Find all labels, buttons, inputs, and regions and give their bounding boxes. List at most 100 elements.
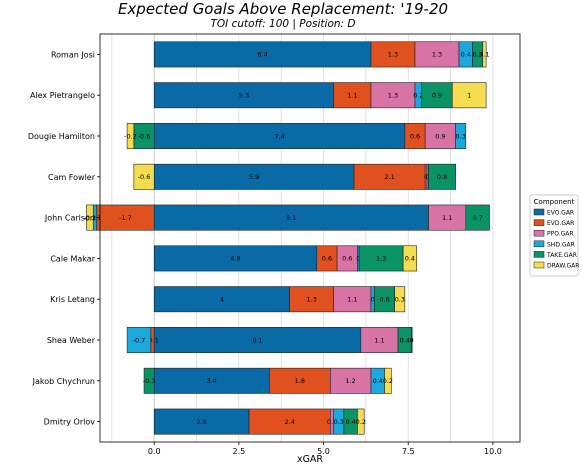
data-label: 5.9: [249, 173, 259, 181]
bar-segment: [86, 204, 94, 231]
bar-segment: [394, 286, 406, 313]
data-label: 2.1: [384, 173, 394, 181]
data-label: 0.3: [395, 296, 405, 304]
data-label: 0: [424, 173, 428, 181]
legend-swatch: [533, 219, 545, 226]
bar-segment: [358, 245, 404, 272]
bar-segment: [482, 41, 487, 68]
data-label: 1.1: [374, 336, 384, 344]
data-label: 0.3: [456, 132, 466, 140]
y-axis: Roman Josi Alex Pietrangelo Dougie Hamilto…: [28, 50, 100, 427]
bar-segment: [248, 408, 331, 435]
y-tick-label: Jakob Chychrun: [32, 377, 95, 386]
data-label: 6.1: [252, 336, 262, 344]
plot-frame: [99, 33, 521, 443]
data-label: 1.3: [388, 92, 398, 100]
data-label: 0: [410, 336, 414, 344]
x-axis-label: xGAR: [297, 454, 323, 464]
data-label: 0.7: [472, 214, 482, 222]
data-label: -0.1: [146, 336, 159, 344]
data-label: 0.2: [413, 92, 423, 100]
data-label: 0.1: [327, 418, 337, 426]
data-label: 2.4: [285, 418, 295, 426]
data-label: 1.1: [347, 296, 357, 304]
x-tick-label: 7.5: [402, 447, 415, 456]
data-label: 0.4: [461, 51, 471, 59]
bar-segment: [384, 367, 392, 394]
bar-segment: [153, 327, 362, 353]
data-label: -0.1: [89, 214, 102, 222]
bar-segment: [424, 123, 456, 149]
y-tick-label: Roman Josi: [51, 50, 95, 59]
data-label: 1.3: [376, 255, 386, 263]
x-axis: 0.0 2.5 5.0 7.5 10.0: [148, 442, 502, 456]
data-label: 0.6: [410, 132, 420, 140]
y-tick-label: Alex Pietrangelo: [30, 91, 95, 100]
y-tick-label: Dmitry Orlov: [44, 418, 96, 427]
data-label: 2.8: [196, 418, 206, 426]
legend-swatch: [533, 240, 545, 248]
legend-swatch: [533, 229, 545, 237]
data-label: 0.1: [479, 51, 489, 59]
legend-swatch: [533, 208, 545, 216]
legend-title: Component: [534, 198, 575, 206]
data-label: 0: [371, 296, 375, 304]
data-label: 0.2: [356, 418, 366, 426]
data-label: 0.4: [405, 255, 415, 263]
legend-swatch: [533, 261, 545, 269]
legend: Component EVO.GAR EVD.GAR PPO.GAR SHD.GAR TAK…: [529, 194, 579, 277]
data-label: 3.4: [207, 377, 217, 385]
x-tick-label: 0.0: [148, 447, 161, 456]
data-label: 0.6: [322, 255, 332, 263]
bar-segment: [143, 367, 155, 394]
data-label: 6.4: [257, 51, 267, 59]
x-tick-label: 5.0: [317, 447, 330, 456]
bar-segment: [153, 204, 429, 231]
data-label: 7.4: [274, 132, 284, 140]
data-label: 8.1: [286, 214, 296, 222]
bar-segment: [153, 163, 355, 190]
bar-segment: [153, 123, 406, 149]
bar-segment: [96, 204, 155, 231]
data-label: 0.2: [383, 377, 393, 385]
bar-segment: [126, 123, 135, 149]
data-label: 1.8: [295, 377, 305, 385]
legend-entry: PPO.GAR: [547, 231, 574, 238]
bar-segment: [333, 286, 372, 313]
data-label: 1.3: [432, 51, 442, 59]
data-label: 0.6: [342, 255, 352, 263]
data-label: 1.3: [307, 296, 317, 304]
bar-segment: [333, 82, 372, 109]
data-label: -1.7: [119, 214, 132, 222]
data-label: 0.4: [373, 377, 383, 385]
x-tick-label: 2.5: [233, 447, 246, 456]
bar-segment: [289, 286, 335, 313]
bar-segment: [421, 82, 453, 109]
data-label: 0.3: [472, 51, 482, 59]
legend-entry: DRAW.GAR: [547, 263, 579, 270]
data-label: 1.1: [347, 92, 357, 100]
data-label: 1: [467, 92, 471, 100]
bar-segment: [465, 204, 490, 231]
legend-entry: SHD.GAR: [547, 241, 575, 248]
legend-entry: TAKE.GAR: [546, 252, 577, 259]
bar-segment: [353, 163, 426, 190]
y-tick-label: Cam Fowler: [48, 173, 96, 182]
data-label: 0: [356, 255, 360, 263]
data-label: 0.6: [379, 296, 389, 304]
data-label: 4.8: [230, 255, 240, 263]
bar-segment: [402, 245, 417, 272]
y-tick-label: John Carlson: [44, 214, 95, 223]
legend-swatch: [533, 251, 545, 258]
bar-segment: [370, 82, 416, 109]
legend-entry: EVO.GAR: [547, 210, 574, 217]
bar-segment: [455, 123, 467, 149]
data-label: 0.8: [437, 173, 447, 181]
chart-subtitle: TOI cutoff: 100 | Position: D: [210, 18, 355, 30]
bar-segment: [153, 41, 372, 68]
chart-title: Expected Goals Above Replacement: '19-20: [118, 0, 448, 18]
bar-segment: [133, 163, 155, 190]
bar-segment: [153, 245, 318, 272]
data-label: 0.4: [345, 418, 355, 426]
